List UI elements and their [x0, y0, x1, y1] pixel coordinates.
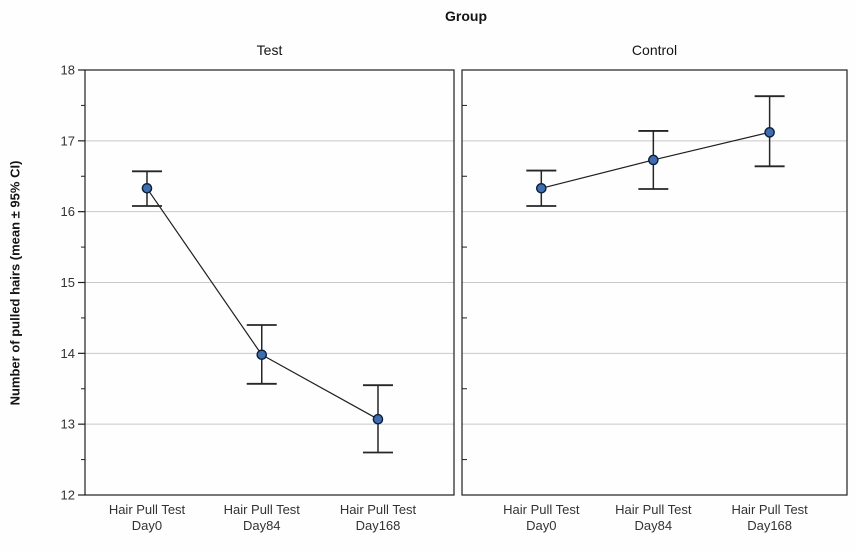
panel-title-control: Control	[631, 42, 678, 58]
x-category-label-line1: Hair Pull Test	[731, 502, 808, 517]
series-line-segment	[541, 159, 654, 189]
panel-border	[461, 69, 848, 496]
x-category-label-line2: Day0	[526, 518, 556, 533]
x-category-label-line2: Day84	[635, 518, 673, 533]
x-category-label-line1: Hair Pull Test	[615, 502, 692, 517]
y-tick-label: 17	[61, 133, 75, 148]
y-tick-label: 12	[61, 488, 75, 503]
y-tick-label: 15	[61, 275, 75, 290]
x-category-label-line2: Day84	[243, 518, 281, 533]
chart-title: Group	[445, 8, 487, 24]
y-tick-label: 18	[61, 63, 75, 78]
x-category-label-line1: Hair Pull Test	[503, 502, 580, 517]
x-category-label-line2: Day0	[132, 518, 162, 533]
data-point-marker	[648, 154, 659, 166]
x-category-label-line1: Hair Pull Test	[224, 502, 301, 517]
data-point-marker	[256, 349, 268, 361]
panel-title-test: Test	[256, 42, 283, 58]
x-category-label-line1: Hair Pull Test	[340, 502, 417, 517]
data-point-marker	[764, 127, 775, 138]
series-line-segment	[261, 354, 379, 420]
series-line-segment	[653, 131, 770, 161]
x-category-label-line2: Day168	[356, 518, 401, 533]
y-tick-label: 13	[61, 417, 75, 432]
data-point-marker	[141, 182, 153, 194]
x-category-label-line1: Hair Pull Test	[109, 502, 186, 517]
x-category-label-line2: Day168	[747, 518, 792, 533]
y-tick-label: 16	[61, 204, 75, 219]
y-tick-label: 14	[61, 346, 75, 361]
series-line-segment	[146, 187, 263, 356]
data-point-marker	[536, 182, 547, 194]
data-point-marker	[372, 413, 384, 425]
